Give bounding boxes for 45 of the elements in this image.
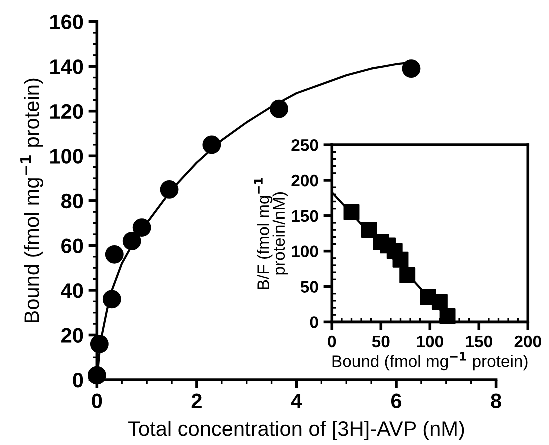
point (344, 204, 360, 220)
y-tick-label: 80 (61, 194, 84, 209)
y-tick-label: 200 (292, 174, 318, 187)
y-tick-label: 150 (292, 210, 318, 222)
x-tick-label: 8 (491, 394, 502, 409)
y-tick-label: 60 (62, 238, 84, 254)
y-tick-label: 100 (50, 149, 84, 164)
x-tick-label: 50 (372, 336, 390, 348)
y-tick-label: 40 (61, 283, 84, 298)
y-tick-label: 100 (292, 246, 318, 258)
point (90, 335, 109, 354)
point (402, 60, 421, 78)
y-tick-label: 50 (300, 281, 318, 293)
point (270, 100, 288, 118)
point (440, 308, 456, 324)
y-tick-label: 0 (310, 316, 318, 328)
x-tick-label: 0 (92, 394, 102, 409)
point (400, 267, 416, 284)
point (432, 294, 448, 310)
y-tick-label: 20 (62, 328, 84, 344)
y-tick-label: 250 (292, 139, 318, 152)
point (102, 290, 122, 309)
x-tick-label: 6 (391, 394, 402, 409)
y-axis-title: B/F (fmol mg$^{−1}$ protein/nM) (254, 178, 288, 290)
x-tick-label: 2 (192, 394, 202, 408)
x-axis-title: Bound (fmol mg$^{−1}$ protein) (332, 352, 528, 371)
y-tick-label: 0 (73, 373, 84, 388)
point (122, 232, 142, 250)
x-tick-label: 4 (291, 394, 302, 408)
point (392, 252, 409, 268)
point (105, 245, 124, 264)
x-tick-label: 0 (328, 336, 336, 348)
y-axis-title: Bound (fmol mg$^{−1}$ protein) (20, 78, 44, 323)
point (132, 218, 152, 237)
point (361, 222, 378, 238)
x-axis-title: Total concentration of [3H]-AVP (nM) (128, 420, 464, 440)
x-tick-label: 100 (417, 336, 444, 348)
point (202, 136, 222, 154)
y-tick-label: 140 (50, 60, 84, 74)
point (88, 366, 106, 385)
y-tick-label: 160 (50, 14, 84, 30)
x-tick-label: 200 (514, 336, 542, 348)
point (160, 180, 179, 199)
y-tick-label: 120 (50, 104, 84, 120)
x-tick-label: 150 (466, 336, 492, 348)
